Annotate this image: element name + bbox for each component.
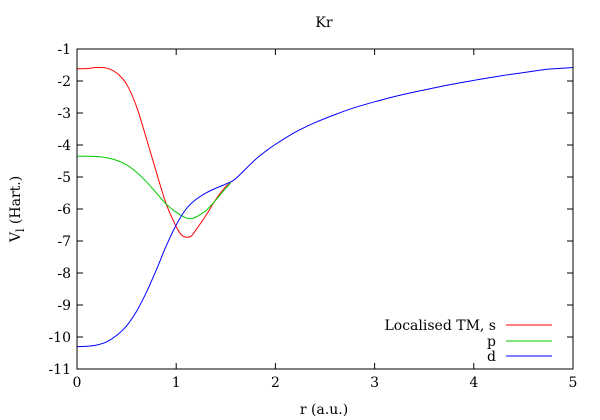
y-tick-label: -5 [57, 170, 71, 186]
y-tick-label: -10 [48, 330, 71, 346]
y-tick-label: -3 [57, 106, 71, 122]
y-axis-ticks: -11 -10 -9 -8 -7 -6 -5 -4 -3 -2 -1 [48, 42, 573, 378]
y-tick-label: -2 [57, 74, 71, 90]
x-tick-label: 5 [569, 375, 578, 391]
y-axis-label: Vl (Hart.) [8, 176, 27, 243]
y-tick-label: -9 [57, 298, 71, 314]
y-axis-label-sub: l [14, 228, 27, 232]
x-axis-ticks: 0 1 2 3 4 5 [73, 49, 578, 391]
y-tick-label: -7 [57, 234, 71, 250]
y-tick-label: -1 [57, 42, 71, 58]
legend-label: d [487, 349, 496, 365]
x-tick-label: 1 [172, 375, 181, 391]
plot-lines [76, 67, 574, 348]
plot-frame [76, 48, 574, 370]
y-tick-label: -8 [57, 266, 71, 282]
x-tick-label: 3 [370, 375, 379, 391]
y-tick-label: -6 [57, 202, 71, 218]
series-line-1 [76, 155, 232, 220]
y-axis-label-unit: (Hart.) [8, 176, 24, 229]
legend-label: p [487, 334, 496, 350]
x-tick-label: 2 [271, 375, 280, 391]
chart-title: Kr [315, 15, 332, 31]
series-line-0 [76, 67, 232, 238]
series-line-2 [76, 67, 574, 348]
y-tick-label: -11 [48, 362, 71, 378]
y-axis-label-main: V [8, 231, 24, 243]
x-tick-label: 4 [469, 375, 478, 391]
legend-label: Localised TM, s [384, 318, 496, 334]
y-tick-label: -4 [57, 138, 71, 154]
legend: Localised TM, spd [384, 318, 552, 365]
x-axis-label: r (a.u.) [300, 402, 348, 418]
x-tick-label: 0 [73, 375, 82, 391]
